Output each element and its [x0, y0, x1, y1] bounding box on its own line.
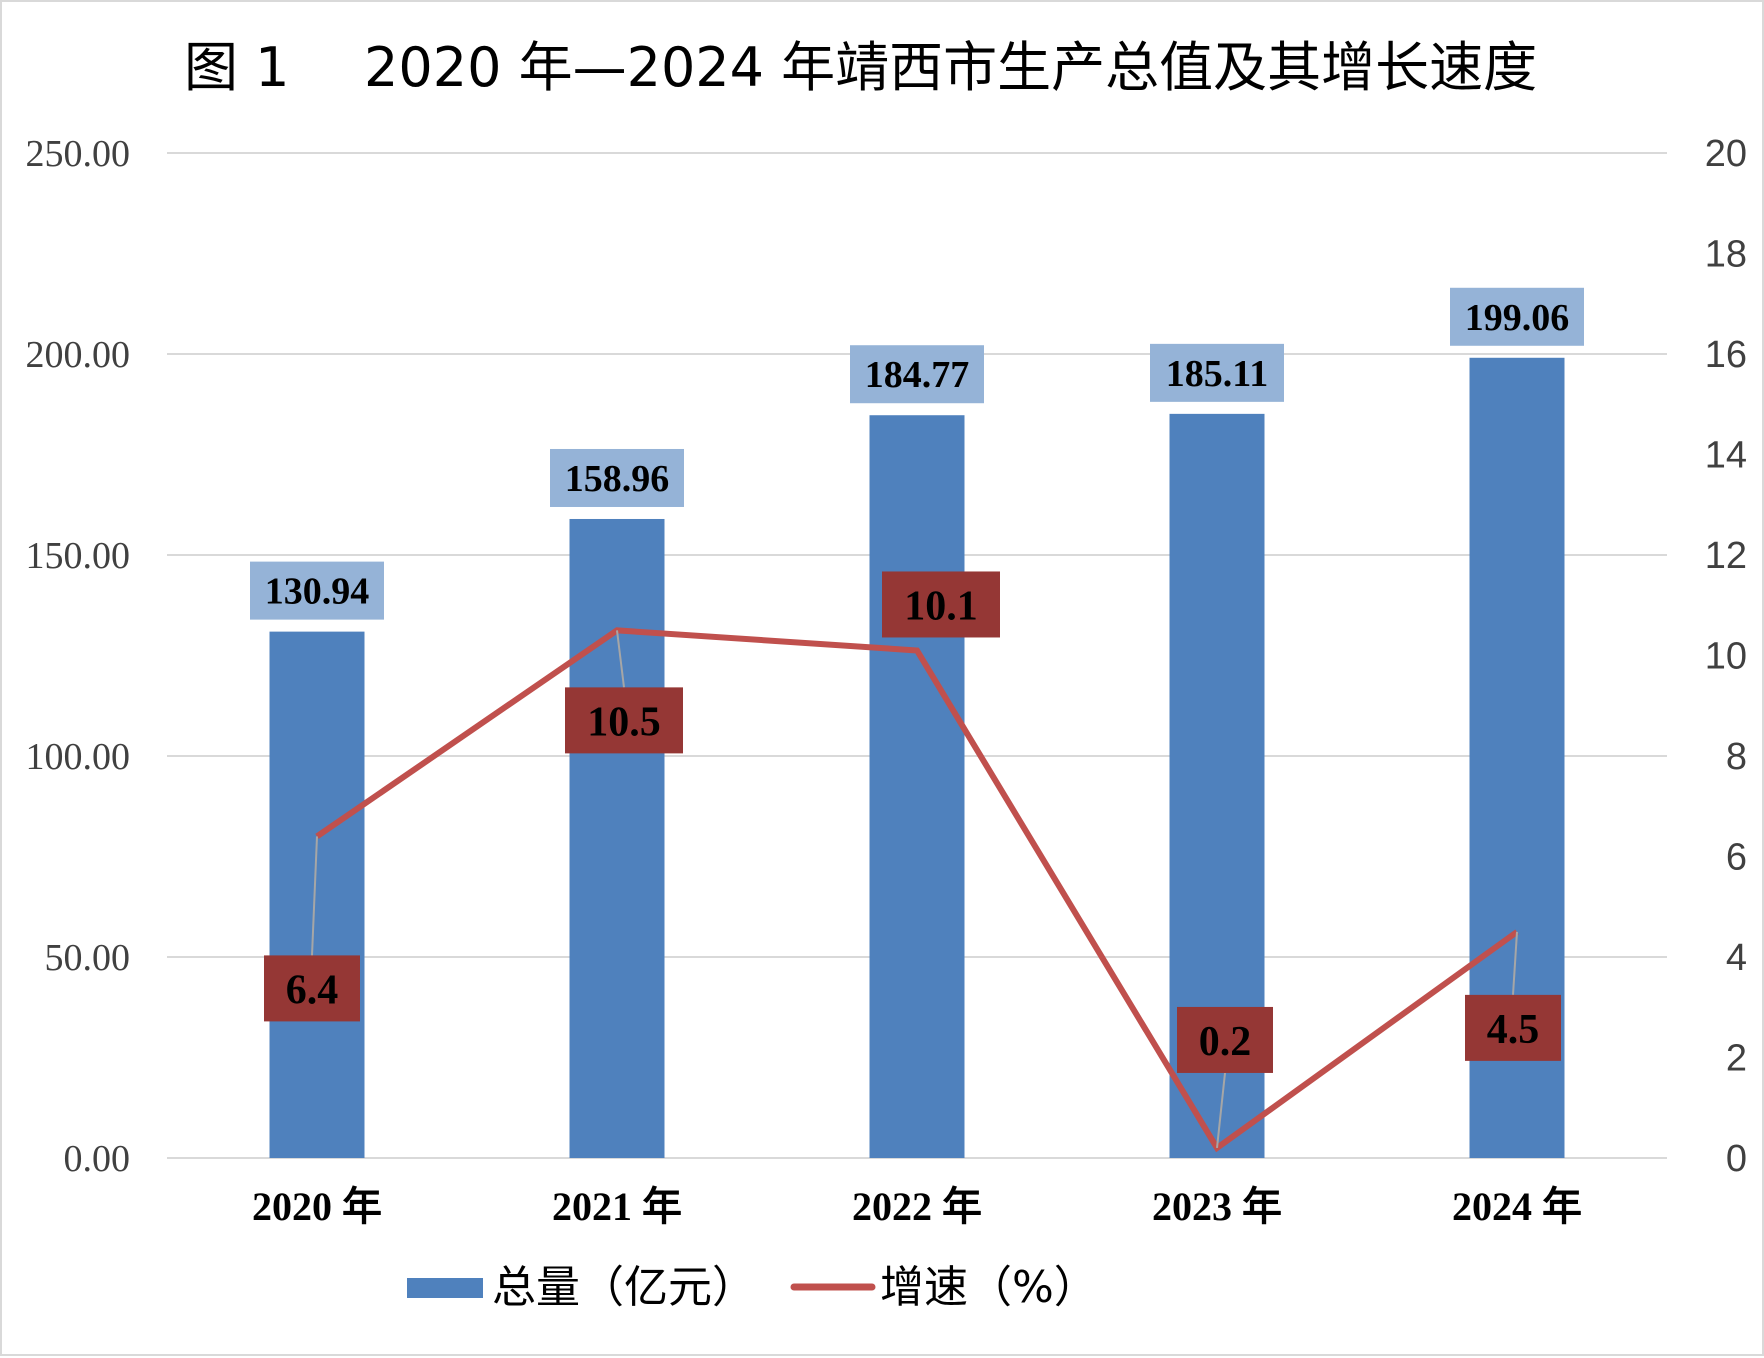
- right-axis-tick-label: 2: [1726, 1038, 1747, 1080]
- bar-label: 185.11: [1166, 353, 1268, 395]
- left-axis-tick-label: 50.00: [45, 937, 131, 979]
- bar-label-box: [1150, 343, 1284, 402]
- bar-label: 130.94: [265, 571, 370, 613]
- line-data-labels: 6.4 10.5 10.1 0.2 4.5: [264, 571, 1561, 1073]
- bar-label-box: [1450, 287, 1584, 346]
- legend: 总量（亿元） 增速（%）: [407, 1262, 1098, 1313]
- bar-label: 158.96: [565, 458, 670, 500]
- x-axis-tick-label: 2020 年: [252, 1184, 382, 1229]
- leader-line: [1216, 1072, 1226, 1149]
- right-axis-tick-label: 10: [1705, 636, 1747, 678]
- bar: [569, 518, 665, 1158]
- legend-bar-label: 总量（亿元）: [492, 1262, 756, 1313]
- leader-line: [311, 836, 318, 956]
- x-axis-ticks: 2020 年 2021 年 2022 年 2023 年 2024 年: [252, 1184, 1582, 1229]
- right-axis-tick-label: 4: [1726, 937, 1747, 979]
- legend-bar-swatch: [407, 1278, 483, 1298]
- chart-title: 图 1 2020 年—2024 年靖西市生产总值及其增长速度: [184, 36, 1537, 99]
- x-axis-tick-label: 2022 年: [852, 1184, 982, 1229]
- left-axis-tick-label: 250.00: [26, 133, 131, 175]
- bar: [269, 631, 365, 1158]
- x-axis-tick-label: 2021 年: [552, 1184, 682, 1229]
- x-axis-tick-label: 2023 年: [1152, 1184, 1282, 1229]
- left-axis-tick-label: 150.00: [26, 535, 131, 577]
- line-series: [315, 627, 1519, 1153]
- right-axis-tick-label: 16: [1705, 334, 1747, 376]
- right-axis-tick-label: 14: [1705, 435, 1747, 477]
- line-label: 0.2: [1199, 1019, 1252, 1065]
- bar-data-labels: 130.94 158.96 184.77 185.11 199.06: [250, 287, 1584, 620]
- chart-title-text: 2020 年—2024 年靖西市生产总值及其增长速度: [364, 36, 1537, 99]
- line-label: 6.4: [286, 967, 339, 1013]
- line-label-box: [882, 571, 1000, 638]
- bar: [869, 415, 965, 1158]
- leader-lines: [311, 630, 1518, 1149]
- right-axis-tick-label: 20: [1705, 133, 1747, 175]
- bar-label: 184.77: [865, 354, 970, 396]
- right-axis-ticks: 0 2 4 6 8 10 12 14 16 18 20: [1705, 133, 1747, 1180]
- bar-series: [269, 357, 1565, 1158]
- left-axis-tick-label: 200.00: [26, 334, 131, 376]
- line-label: 10.1: [904, 583, 978, 629]
- line-label-box: [565, 687, 683, 754]
- left-axis-tick-label: 0.00: [64, 1138, 131, 1180]
- leader-line: [616, 630, 625, 688]
- left-axis-tick-label: 100.00: [26, 736, 131, 778]
- chart-title-prefix: 图 1: [184, 36, 290, 99]
- leader-line: [1512, 931, 1518, 995]
- bar-label-box: [850, 345, 984, 404]
- line-label-box: [264, 955, 360, 1022]
- left-axis-ticks: 0.00 50.00 100.00 150.00 200.00 250.00: [26, 133, 131, 1180]
- bar-label-box: [550, 448, 684, 507]
- line-label-box: [1177, 1006, 1273, 1073]
- bar-label: 199.06: [1465, 297, 1570, 339]
- line-label: 10.5: [587, 699, 661, 745]
- right-axis-tick-label: 0: [1726, 1138, 1747, 1180]
- right-axis-tick-label: 6: [1726, 837, 1747, 879]
- line-label-box: [1465, 994, 1561, 1061]
- x-axis-tick-label: 2024 年: [1452, 1184, 1582, 1229]
- right-axis-tick-label: 12: [1705, 535, 1747, 577]
- legend-line-label: 增速（%）: [880, 1262, 1098, 1313]
- growth-line: [315, 627, 1519, 1153]
- bar-label-box: [250, 561, 384, 620]
- right-axis-tick-label: 8: [1726, 736, 1747, 778]
- right-axis-tick-label: 18: [1705, 234, 1747, 276]
- line-label: 4.5: [1487, 1007, 1540, 1053]
